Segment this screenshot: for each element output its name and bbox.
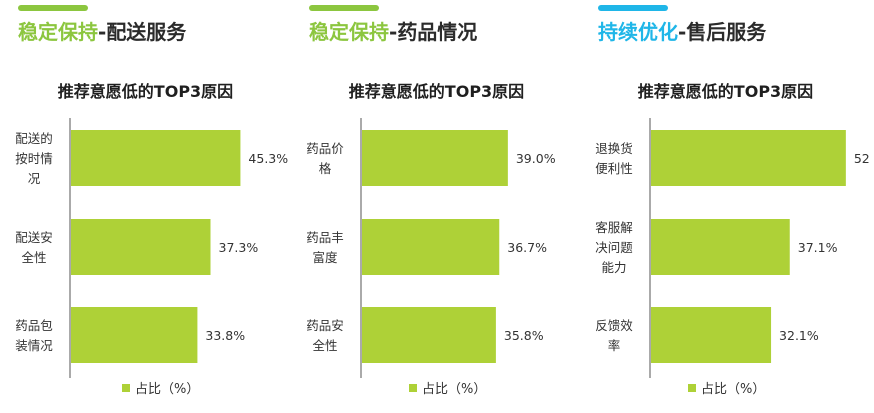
bar-chart: 52.1% 退换货便利性 37.1% 客服解决问题能力 32.1% 反馈效率 — [595, 118, 871, 378]
heading-highlight: 稳定保持 — [309, 20, 389, 44]
legend: 占比（%） — [122, 378, 200, 397]
category-label: 药品安全性 — [306, 318, 344, 353]
bar — [362, 130, 508, 186]
legend-label: 占比（%） — [701, 382, 766, 397]
heading-highlight: 稳定保持 — [18, 20, 98, 44]
panel-heading: 持续优化-售后服务 — [598, 16, 766, 45]
bar — [71, 219, 211, 275]
bar — [71, 130, 241, 186]
bar-chart: 45.3% 配送的按时情况 37.3% 配送安全性 33.8% 药品包装情况 — [15, 118, 288, 378]
category-label: 反馈效率 — [595, 318, 633, 353]
category-label: 退换货便利性 — [595, 141, 633, 176]
header-accent-bar — [598, 5, 668, 11]
heading-dash: - — [98, 20, 107, 44]
legend: 占比（%） — [688, 378, 766, 397]
heading-dash: - — [678, 20, 687, 44]
data-label: 36.7% — [507, 240, 547, 255]
bar — [651, 219, 790, 275]
legend-swatch — [409, 384, 417, 392]
category-label: 配送的按时情况 — [15, 131, 53, 186]
chart-panel-delivery: 稳定保持-配送服务 推荐意愿低的TOP3原因 45.3% 配送的按时情况 37.3%… — [0, 0, 291, 413]
bar — [651, 130, 846, 186]
heading-rest: 售后服务 — [686, 20, 767, 44]
data-label: 37.3% — [219, 240, 259, 255]
data-label: 37.1% — [798, 240, 838, 255]
category-label: 药品丰富度 — [306, 230, 344, 265]
panel-heading: 稳定保持-配送服务 — [18, 16, 186, 45]
legend-swatch — [688, 384, 696, 392]
chart-panel-medicine: 稳定保持-药品情况 推荐意愿低的TOP3原因 39.0% 药品价格 36.7% 药品丰… — [291, 0, 582, 413]
header-accent-bar — [18, 5, 88, 11]
category-label: 药品包装情况 — [15, 318, 53, 353]
bar — [71, 307, 198, 363]
legend-label: 占比（%） — [135, 382, 200, 397]
header-accent-bar — [309, 5, 379, 11]
heading-dash: - — [389, 20, 398, 44]
data-label: 33.8% — [205, 328, 245, 343]
legend-swatch — [122, 384, 130, 392]
category-label: 客服解决问题能力 — [595, 220, 633, 275]
chart-panel-aftersales: 持续优化-售后服务 推荐意愿低的TOP3原因 52.1% 退换货便利性 37.1% 客… — [580, 0, 871, 413]
chart-title: 推荐意愿低的TOP3原因 — [348, 82, 525, 101]
data-label: 32.1% — [779, 328, 819, 343]
bar — [362, 307, 496, 363]
data-label: 52.1% — [854, 151, 871, 166]
heading-rest: 药品情况 — [397, 20, 478, 44]
data-label: 35.8% — [504, 328, 544, 343]
bar-chart: 39.0% 药品价格 36.7% 药品丰富度 35.8% 药品安全性 — [306, 118, 556, 378]
bar — [362, 219, 500, 275]
category-label: 配送安全性 — [15, 230, 53, 265]
heading-highlight: 持续优化 — [598, 20, 678, 44]
data-label: 45.3% — [248, 151, 288, 166]
legend-label: 占比（%） — [422, 382, 487, 397]
legend: 占比（%） — [409, 378, 487, 397]
data-label: 39.0% — [516, 151, 556, 166]
heading-rest: 配送服务 — [106, 20, 187, 44]
bar — [651, 307, 772, 363]
category-label: 药品价格 — [306, 141, 344, 176]
chart-title: 推荐意愿低的TOP3原因 — [57, 82, 234, 101]
panel-heading: 稳定保持-药品情况 — [309, 16, 477, 45]
chart-title: 推荐意愿低的TOP3原因 — [637, 82, 814, 101]
